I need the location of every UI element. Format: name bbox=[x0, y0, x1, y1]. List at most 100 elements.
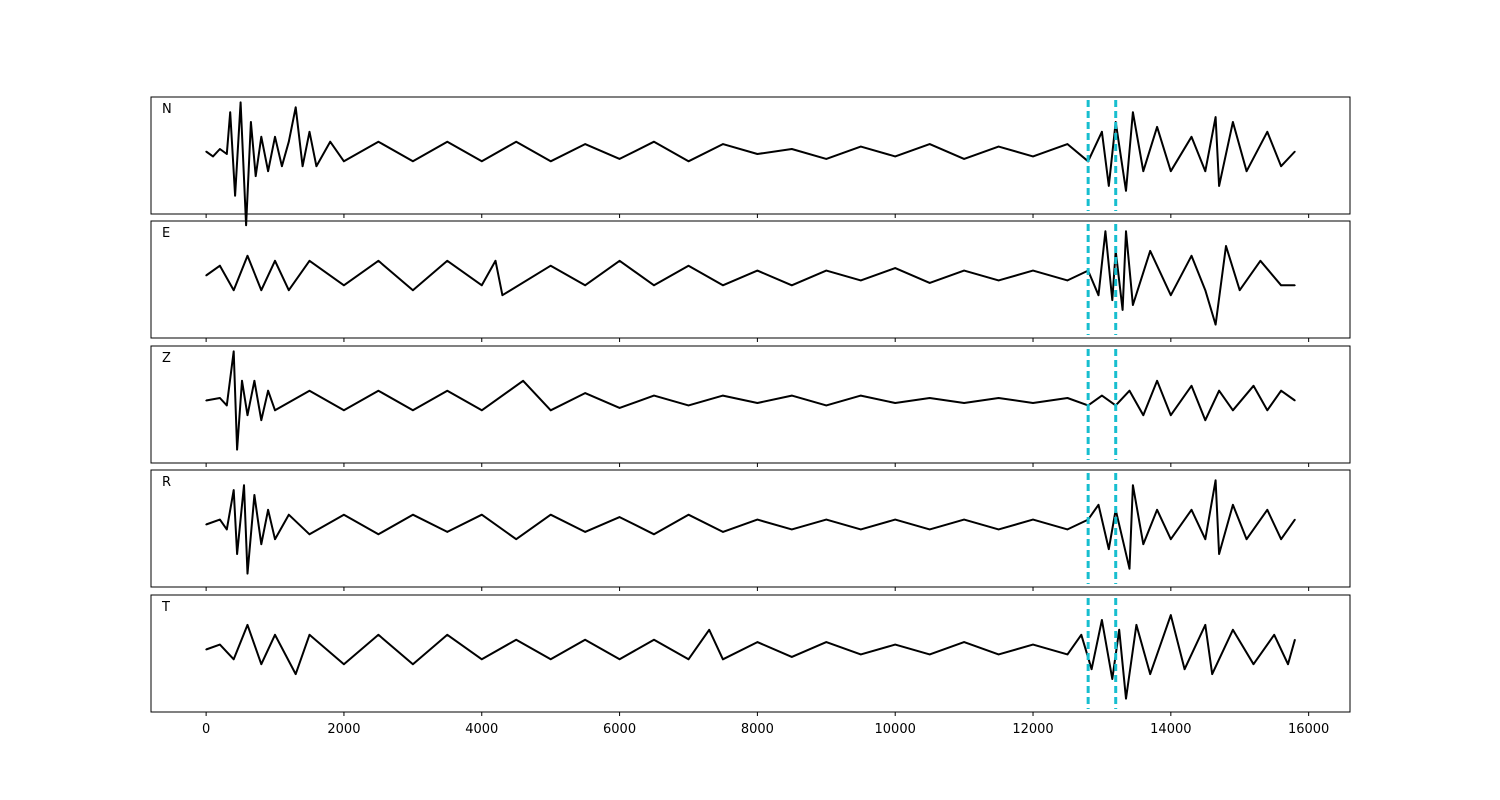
trace-point bbox=[618, 658, 621, 661]
trace-point bbox=[1245, 170, 1248, 172]
trace-point bbox=[1142, 170, 1145, 172]
trace-point bbox=[997, 653, 1000, 656]
trace-point bbox=[1111, 678, 1114, 680]
panel-frame bbox=[150, 220, 1351, 339]
trace-point bbox=[825, 269, 828, 272]
trace-point bbox=[246, 572, 249, 575]
trace-point bbox=[963, 641, 965, 643]
trace-point bbox=[653, 394, 655, 397]
trace-point bbox=[1225, 245, 1227, 247]
trace-point bbox=[226, 153, 228, 155]
trace-point bbox=[205, 523, 207, 526]
x-axis: 0 2000 4000 6000 8000 10000 12000 14000 16000 bbox=[202, 722, 1329, 737]
trace-point bbox=[1066, 653, 1069, 656]
channel-label: Z bbox=[162, 351, 171, 366]
trace-point bbox=[522, 380, 524, 382]
trace-point bbox=[756, 269, 759, 272]
trace-point bbox=[997, 145, 1000, 148]
trace-point bbox=[1245, 538, 1248, 540]
trace-point bbox=[860, 279, 862, 282]
trace-point bbox=[1101, 619, 1103, 621]
trace-point bbox=[377, 634, 380, 636]
trace-point bbox=[549, 160, 552, 163]
trace-point bbox=[791, 394, 793, 397]
trace-point bbox=[243, 484, 245, 487]
trace-point bbox=[343, 409, 345, 412]
trace-point bbox=[234, 194, 236, 197]
trace-point bbox=[687, 658, 690, 661]
trace-point bbox=[219, 264, 221, 267]
panel-z: Z bbox=[150, 345, 1351, 467]
panel-e: E bbox=[150, 220, 1351, 342]
trace-point bbox=[246, 414, 249, 417]
trace-point bbox=[1097, 504, 1100, 506]
trace-point bbox=[791, 656, 793, 658]
trace-point bbox=[1111, 299, 1114, 301]
trace-point bbox=[1232, 504, 1234, 506]
trace-point bbox=[377, 389, 380, 392]
trace-point bbox=[928, 282, 931, 284]
trace-point bbox=[377, 140, 380, 143]
trace-point bbox=[281, 165, 283, 167]
trace-point bbox=[412, 409, 414, 412]
trace-point bbox=[997, 397, 1000, 399]
trace-point bbox=[246, 624, 249, 626]
trace-point bbox=[1232, 629, 1234, 631]
trace-point bbox=[308, 260, 311, 262]
trace-point bbox=[245, 224, 247, 226]
x-tick-label: 10000 bbox=[875, 722, 916, 737]
trace-point bbox=[1238, 289, 1241, 292]
trace-point bbox=[1121, 538, 1124, 540]
trace-point bbox=[1266, 409, 1269, 412]
trace-point bbox=[1135, 624, 1138, 626]
panel-t: T bbox=[150, 594, 1351, 716]
x-tick-label: 0 bbox=[202, 722, 210, 737]
trace-point bbox=[1066, 279, 1069, 282]
x-tick-label: 16000 bbox=[1288, 722, 1329, 737]
trace-point bbox=[1204, 419, 1207, 422]
trace-point bbox=[894, 267, 896, 269]
panel-frame bbox=[150, 345, 1351, 464]
trace-point bbox=[894, 155, 896, 158]
trace-point bbox=[301, 165, 304, 167]
trace-point bbox=[1097, 294, 1100, 297]
trace-point bbox=[894, 643, 896, 646]
trace-point bbox=[860, 394, 862, 397]
trace-point bbox=[481, 409, 483, 412]
trace-point bbox=[501, 294, 504, 297]
x-tick-label: 8000 bbox=[741, 722, 774, 737]
trace-point bbox=[412, 160, 414, 163]
trace-point bbox=[584, 284, 586, 287]
trace-point bbox=[1218, 185, 1220, 187]
trace-point bbox=[722, 284, 724, 287]
trace-point bbox=[653, 533, 655, 536]
panel-frame bbox=[150, 469, 1351, 588]
trace-line bbox=[205, 101, 1296, 227]
trace-point bbox=[229, 111, 231, 113]
trace-point bbox=[343, 284, 345, 287]
trace-point bbox=[618, 516, 621, 518]
channel-label: N bbox=[162, 102, 172, 117]
trace-point bbox=[236, 553, 238, 555]
trace-point bbox=[1132, 304, 1134, 306]
trace-point bbox=[254, 175, 257, 177]
trace-point bbox=[894, 402, 896, 404]
trace-point bbox=[618, 158, 621, 160]
trace-point bbox=[308, 634, 311, 636]
trace-point bbox=[1294, 399, 1296, 402]
trace-point bbox=[791, 284, 793, 287]
trace-point bbox=[412, 289, 414, 292]
panel-frame bbox=[150, 594, 1351, 713]
trace-point bbox=[584, 531, 586, 533]
trace-point bbox=[260, 663, 263, 665]
trace-point bbox=[1266, 131, 1269, 133]
panels-group: N E Z R T bbox=[150, 96, 1351, 716]
trace-point bbox=[446, 140, 449, 143]
trace-point bbox=[1032, 155, 1034, 158]
trace-point bbox=[260, 419, 263, 422]
trace-point bbox=[481, 513, 483, 516]
trace-point bbox=[1214, 479, 1217, 482]
trace-point bbox=[1252, 385, 1255, 387]
trace-point bbox=[294, 673, 297, 675]
